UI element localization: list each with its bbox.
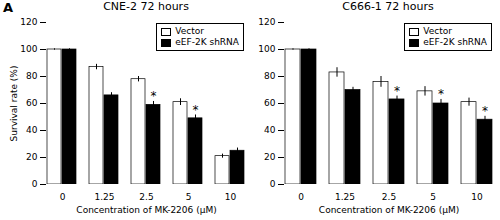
svg-text:1.25: 1.25 <box>94 192 114 202</box>
svg-text:10: 10 <box>471 192 483 202</box>
svg-text:40: 40 <box>26 125 38 135</box>
svg-text:120: 120 <box>20 17 37 27</box>
svg-text:Survival rate (%): Survival rate (%) <box>9 66 19 142</box>
html-text:eEF-2K shRNA: eEF-2K shRNA <box>175 37 239 47</box>
svg-text:*: * <box>193 103 199 117</box>
svg-text:80: 80 <box>264 71 276 81</box>
svg-text:2.5: 2.5 <box>382 192 396 202</box>
html-text:A: A <box>3 0 14 15</box>
svg-text:60: 60 <box>26 98 38 108</box>
svg-text:*: * <box>482 104 488 118</box>
svg-text:80: 80 <box>26 71 38 81</box>
svg-text:*: * <box>438 87 444 101</box>
svg-text:0: 0 <box>270 179 276 189</box>
html-text:Vector: Vector <box>423 26 452 36</box>
html-text:C666-1 72 hours: C666-1 72 hours <box>342 0 434 13</box>
svg-text:Concentration of MK-2206 (μM): Concentration of MK-2206 (μM) <box>76 205 216 215</box>
svg-text:1.25: 1.25 <box>335 192 355 202</box>
svg-text:Concentration of MK-2206 (μM): Concentration of MK-2206 (μM) <box>319 205 459 215</box>
svg-text:0: 0 <box>32 179 38 189</box>
svg-text:20: 20 <box>264 152 276 162</box>
svg-text:2.5: 2.5 <box>139 192 153 202</box>
svg-text:*: * <box>394 84 400 98</box>
svg-text:40: 40 <box>264 125 276 135</box>
svg-text:5: 5 <box>186 192 192 202</box>
html-text:CNE-2 72 hours: CNE-2 72 hours <box>103 0 189 13</box>
svg-text:20: 20 <box>26 152 38 162</box>
svg-text:100: 100 <box>258 44 275 54</box>
svg-text:10: 10 <box>225 192 237 202</box>
svg-text:0: 0 <box>298 192 304 202</box>
svg-text:120: 120 <box>258 17 275 27</box>
html-text:Vector: Vector <box>175 26 204 36</box>
html-text:eEF-2K shRNA: eEF-2K shRNA <box>423 37 487 47</box>
svg-text:60: 60 <box>264 98 276 108</box>
svg-text:5: 5 <box>430 192 436 202</box>
svg-text:0: 0 <box>60 192 66 202</box>
svg-text:100: 100 <box>20 44 37 54</box>
svg-text:*: * <box>151 89 157 103</box>
